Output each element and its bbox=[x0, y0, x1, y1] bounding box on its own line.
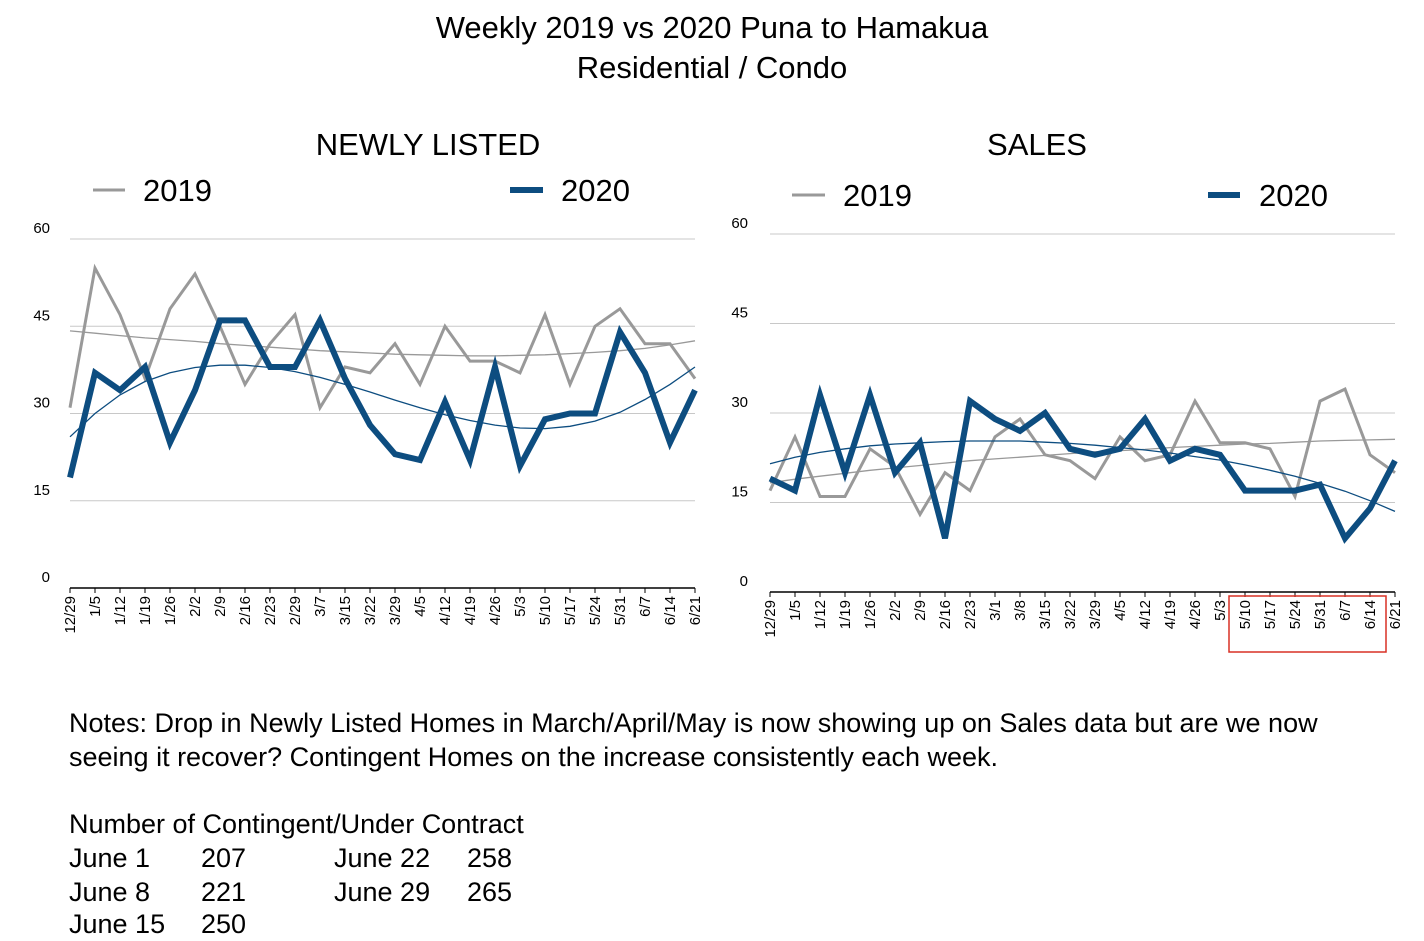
x-tick-label: 4/5 bbox=[412, 596, 429, 617]
x-tick-label: 2/2 bbox=[187, 596, 204, 617]
x-tick-label: 2/9 bbox=[912, 600, 929, 621]
y-tick-label: 45 bbox=[33, 307, 50, 324]
x-tick-label: 3/22 bbox=[362, 596, 379, 625]
x-tick-label: 4/12 bbox=[1137, 600, 1154, 629]
y-tick-label: 30 bbox=[731, 394, 748, 411]
x-tick-label: 5/17 bbox=[562, 596, 579, 625]
x-tick-label: 1/5 bbox=[787, 600, 804, 621]
x-tick-label: 5/31 bbox=[1312, 600, 1329, 629]
y-tick-label: 30 bbox=[33, 395, 50, 412]
contract-value: 265 bbox=[467, 877, 513, 907]
chart-0: NEWLY LISTED 2019 2020 0 15 30 45 60 12/29 1/5 1/1… bbox=[33, 127, 704, 634]
series-line-2020 bbox=[67, 313, 698, 479]
y-tick-label: 0 bbox=[740, 573, 748, 590]
x-tick-label: 6/21 bbox=[1387, 600, 1404, 629]
x-tick-label: 4/5 bbox=[1112, 600, 1129, 621]
x-tick-label: 6/14 bbox=[1362, 600, 1379, 629]
x-tick-label: 3/22 bbox=[1062, 600, 1079, 629]
legend-label: 2020 bbox=[1259, 178, 1328, 213]
x-tick-label: 2/9 bbox=[212, 596, 229, 617]
x-tick-label: 4/19 bbox=[462, 596, 479, 625]
x-tick-label: 6/7 bbox=[637, 596, 654, 617]
page-title-line-1: Weekly 2019 vs 2020 Puna to Hamakua bbox=[435, 10, 989, 45]
legend-label: 2019 bbox=[143, 173, 212, 208]
highlight-box bbox=[1228, 595, 1387, 653]
x-tick-label: 2/16 bbox=[237, 596, 254, 625]
y-tick-label: 45 bbox=[731, 305, 748, 322]
contract-label: June 15 bbox=[69, 909, 166, 939]
y-tick-label: 0 bbox=[42, 569, 50, 586]
x-tick-label: 2/2 bbox=[887, 600, 904, 621]
x-tick-label: 2/29 bbox=[287, 596, 304, 625]
x-tick-label: 4/26 bbox=[1187, 600, 1204, 629]
x-tick-label: 1/5 bbox=[87, 596, 104, 617]
x-tick-label: 5/24 bbox=[587, 596, 604, 625]
page-title-line-2: Residential / Condo bbox=[576, 50, 848, 85]
x-tick-label: 3/15 bbox=[337, 596, 354, 625]
x-tick-label: 3/29 bbox=[1087, 600, 1104, 629]
y-tick-label: 60 bbox=[33, 220, 50, 237]
x-tick-label: 6/7 bbox=[1337, 600, 1354, 621]
chart-title: NEWLY LISTED bbox=[316, 127, 541, 162]
x-tick-label: 5/10 bbox=[1237, 600, 1254, 629]
x-tick-label: 3/15 bbox=[1037, 600, 1054, 629]
y-tick-label: 15 bbox=[731, 484, 748, 501]
legend-label: 2020 bbox=[561, 173, 630, 208]
x-tick-label: 1/12 bbox=[112, 596, 129, 625]
x-tick-label: 3/8 bbox=[1012, 600, 1029, 621]
x-tick-label: 5/10 bbox=[537, 596, 554, 625]
x-tick-label: 3/7 bbox=[312, 596, 329, 617]
x-tick-label: 5/3 bbox=[512, 596, 529, 617]
contract-value: 258 bbox=[467, 843, 513, 873]
x-tick-label: 3/1 bbox=[987, 600, 1004, 621]
contract-label: June 1 bbox=[69, 843, 151, 873]
x-tick-label: 1/19 bbox=[137, 596, 154, 625]
series-line-2020 bbox=[768, 384, 1398, 544]
x-tick-label: 2/23 bbox=[962, 600, 979, 629]
x-tick-label: 5/3 bbox=[1212, 600, 1229, 621]
contract-title: Number of Contingent/Under Contract bbox=[69, 809, 524, 839]
trend-line-2020 bbox=[769, 440, 1396, 512]
trend-line-2019 bbox=[69, 330, 696, 357]
x-tick-label: 2/16 bbox=[937, 600, 954, 629]
x-tick-label: 2/23 bbox=[262, 596, 279, 625]
x-tick-label: 5/24 bbox=[1287, 600, 1304, 629]
x-tick-label: 6/14 bbox=[662, 596, 679, 625]
contract-label: June 29 bbox=[334, 877, 431, 907]
x-tick-label: 12/29 bbox=[762, 600, 779, 638]
x-tick-label: 1/12 bbox=[812, 600, 829, 629]
contract-value: 221 bbox=[201, 877, 247, 907]
contract-label: June 22 bbox=[334, 843, 431, 873]
x-tick-label: 1/26 bbox=[862, 600, 879, 629]
x-tick-label: 5/17 bbox=[1262, 600, 1279, 629]
trend-line-2020 bbox=[69, 364, 696, 438]
x-tick-label: 12/29 bbox=[62, 596, 79, 634]
x-tick-label: 5/31 bbox=[612, 596, 629, 625]
chart-title: SALES bbox=[987, 127, 1087, 162]
x-tick-label: 3/29 bbox=[387, 596, 404, 625]
series-line-2019 bbox=[68, 263, 697, 412]
y-tick-label: 60 bbox=[731, 215, 748, 232]
contract-value: 250 bbox=[201, 909, 247, 939]
x-tick-label: 4/19 bbox=[1162, 600, 1179, 629]
chart-1: SALES 2019 2020 0 15 30 45 60 12/29 1/5 1/12 1/19 1/… bbox=[731, 127, 1404, 653]
contract-value: 207 bbox=[201, 843, 247, 873]
x-tick-label: 1/19 bbox=[837, 600, 854, 629]
x-tick-label: 4/12 bbox=[437, 596, 454, 625]
x-tick-label: 6/21 bbox=[687, 596, 704, 625]
contract-label: June 8 bbox=[69, 877, 151, 907]
x-tick-label: 1/26 bbox=[162, 596, 179, 625]
x-tick-label: 4/26 bbox=[487, 596, 504, 625]
legend-label: 2019 bbox=[843, 178, 912, 213]
y-tick-label: 15 bbox=[33, 482, 50, 499]
notes-text: Notes: Drop in Newly Listed Homes in Mar… bbox=[69, 708, 1318, 772]
